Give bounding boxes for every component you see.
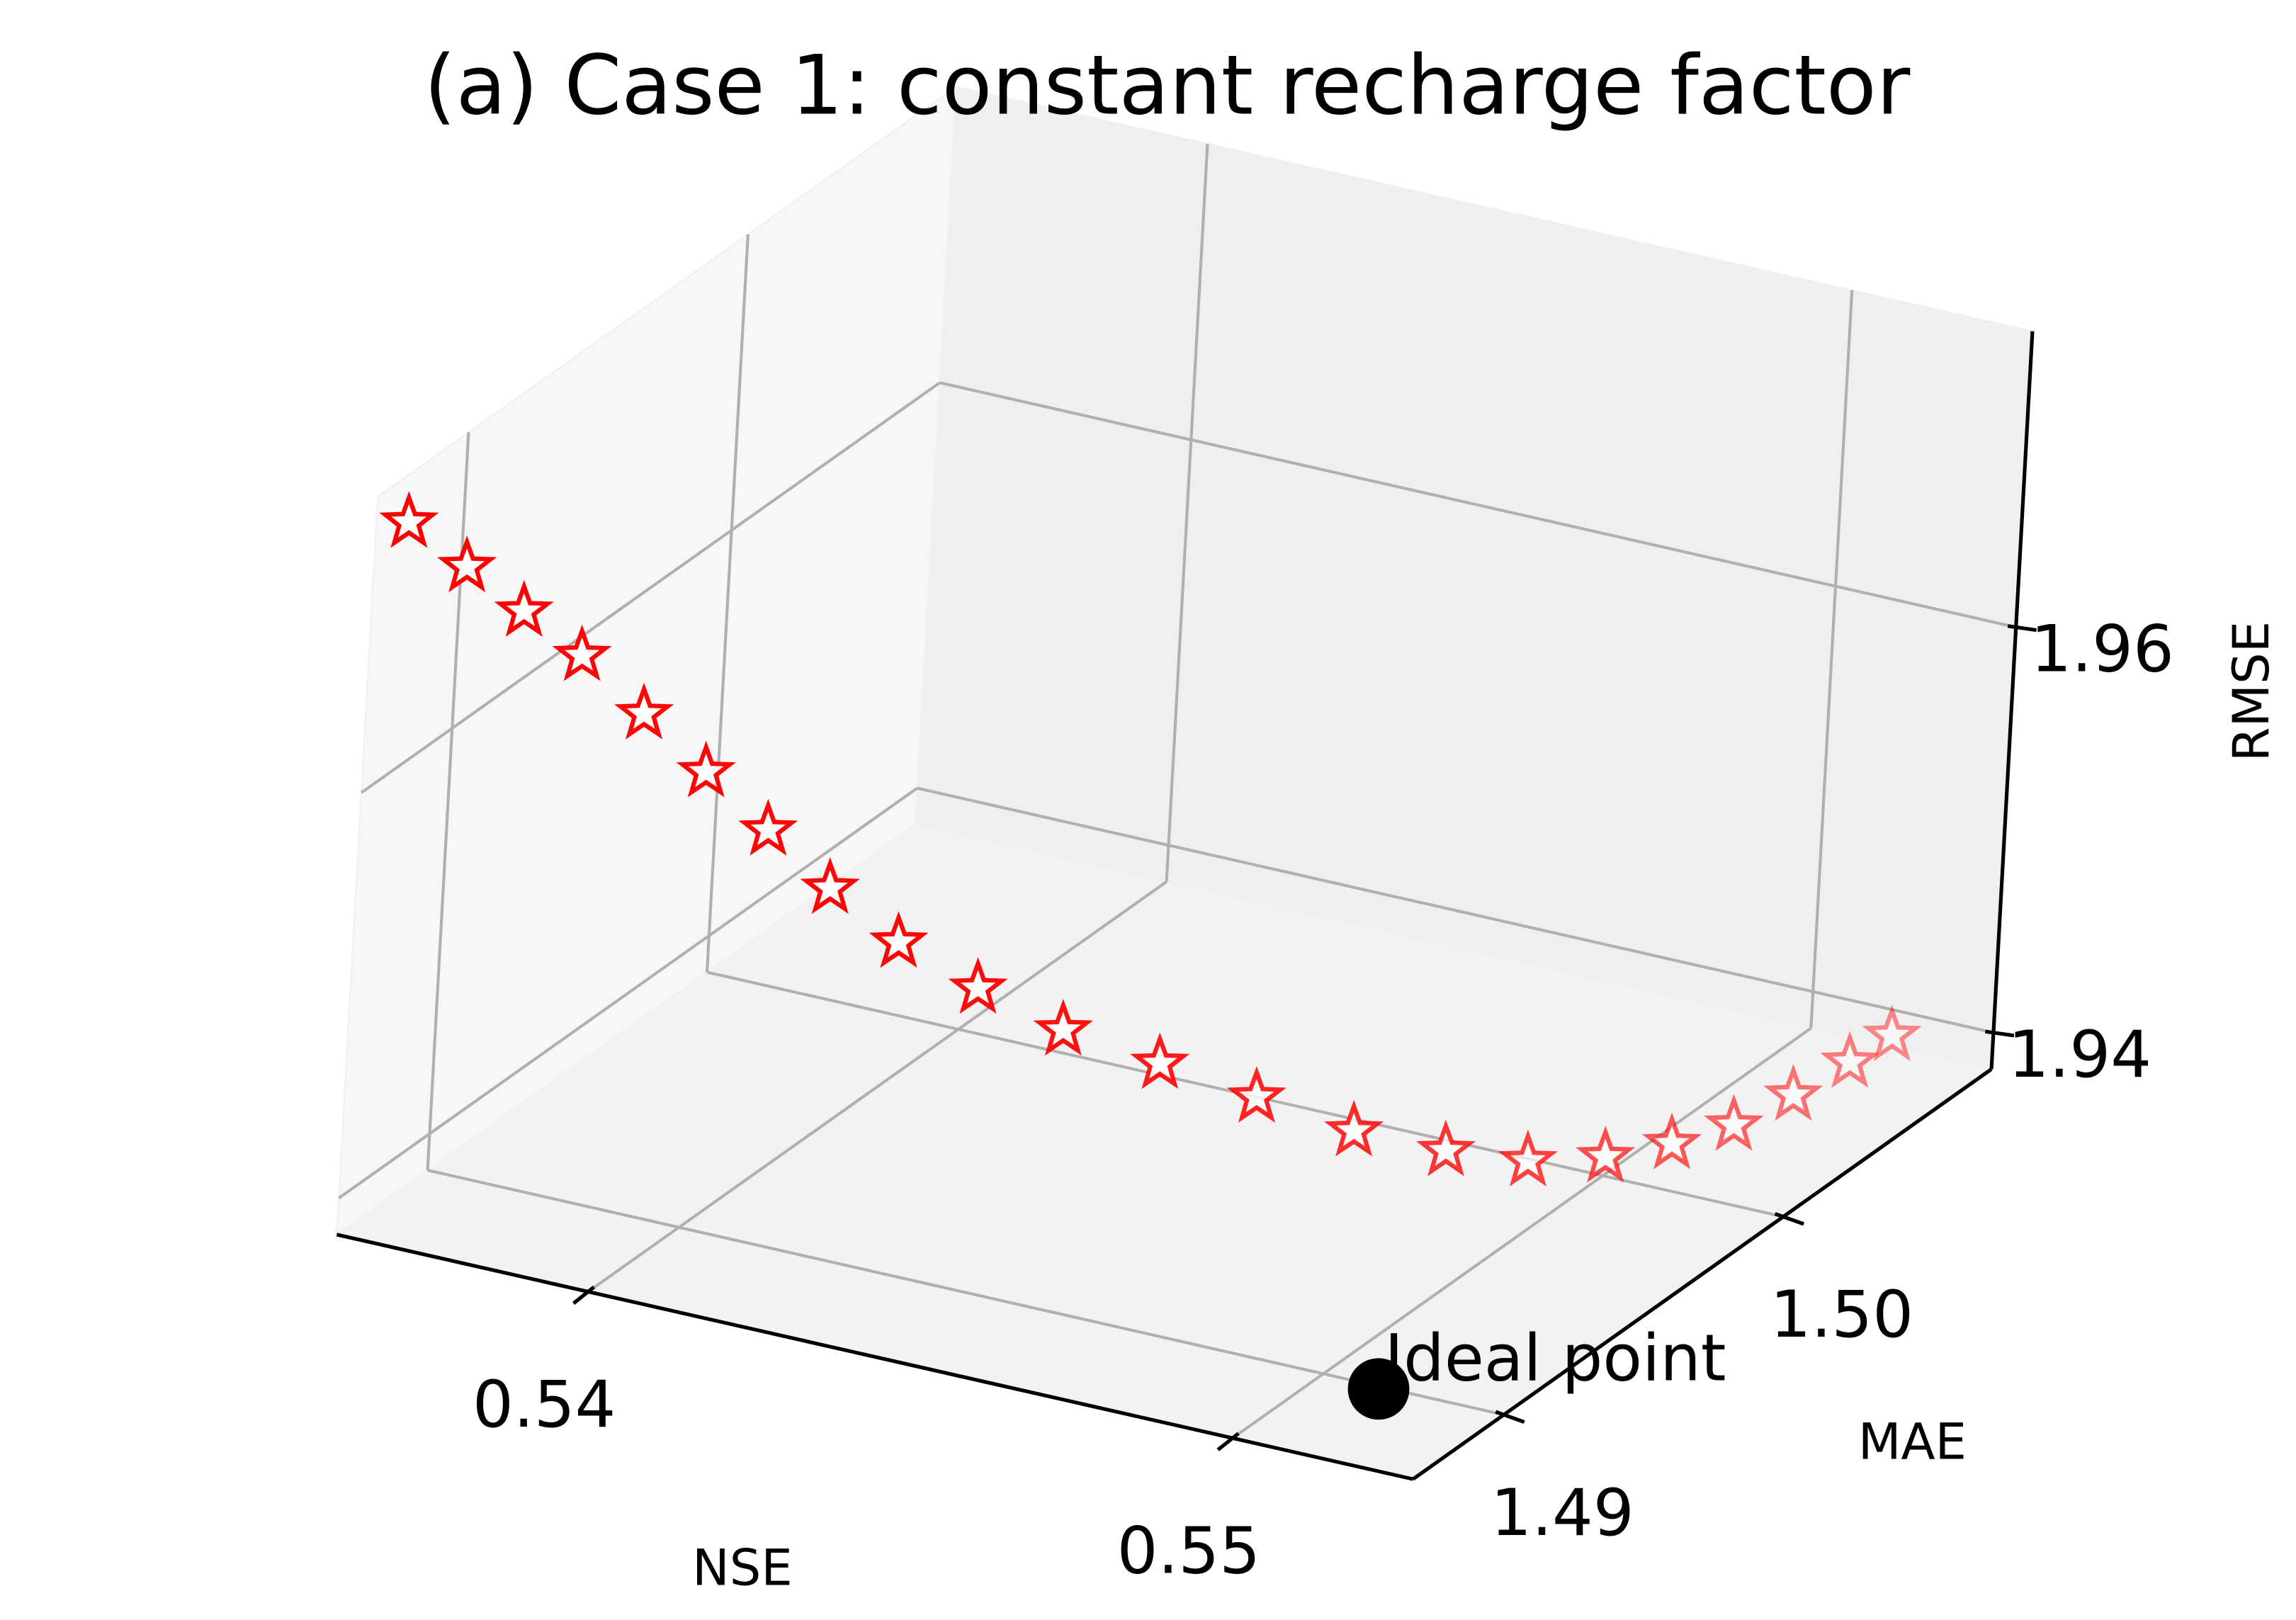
- star-marker: [614, 682, 674, 740]
- y-tick-label: 1.49: [1491, 1476, 1634, 1551]
- star-marker: [800, 857, 860, 914]
- star-marker: [1324, 1099, 1384, 1157]
- y-axis-label: MAE: [1858, 1413, 1967, 1471]
- star-marker: [1130, 1032, 1190, 1089]
- z-tick-label: 1.94: [2008, 1018, 2151, 1092]
- grid-line: [917, 786, 1994, 1034]
- tick-mark: [1216, 1432, 1240, 1451]
- star-marker: [1498, 1129, 1559, 1186]
- grid-line: [1231, 1026, 1812, 1439]
- ideal-point-label: Ideal point: [1384, 1321, 1726, 1395]
- y-tick-label: 1.50: [1770, 1278, 1913, 1352]
- star-marker: [1704, 1094, 1764, 1151]
- star-marker: [1862, 1004, 1922, 1062]
- tick-mark: [1774, 1212, 1805, 1226]
- star-marker: [552, 624, 612, 681]
- tick-mark: [1495, 1410, 1525, 1424]
- grid-line: [338, 786, 918, 1200]
- grid-line: [1809, 290, 1854, 1029]
- tick-mark: [1984, 1029, 2015, 1038]
- tick-mark: [572, 1285, 596, 1305]
- star-marker: [1641, 1112, 1702, 1169]
- star-marker: [1763, 1064, 1823, 1121]
- z-tick-label: 1.96: [2030, 613, 2173, 687]
- x-tick-label: 0.55: [1117, 1514, 1260, 1588]
- x-axis-label: NSE: [692, 1539, 793, 1597]
- x-tick-label: 0.54: [473, 1368, 616, 1442]
- z-axis-line: [1989, 331, 2035, 1070]
- star-marker: [494, 579, 554, 637]
- ideal-point: [1347, 1358, 1410, 1420]
- tick-mark: [2007, 624, 2037, 633]
- star-marker: [1576, 1126, 1636, 1183]
- chart-title: (a) Case 1: constant recharge factor: [424, 38, 1910, 133]
- panes: [334, 85, 2037, 1481]
- z-axis-label: RMSE: [2222, 621, 2280, 761]
- y-axis-line: [1412, 1067, 1993, 1481]
- star-marker: [437, 535, 497, 593]
- star-marker: [1820, 1031, 1880, 1088]
- star-marker: [379, 491, 439, 548]
- star-marker: [1226, 1066, 1286, 1123]
- grid-line: [427, 1169, 1505, 1417]
- grid-line: [939, 381, 2017, 629]
- star-marker: [869, 911, 929, 968]
- grid-line: [360, 381, 941, 794]
- star-marker: [948, 957, 1008, 1014]
- star-marker: [1415, 1119, 1476, 1177]
- grid-line: [587, 880, 1167, 1293]
- star-marker: [1033, 999, 1093, 1056]
- star-marker: [676, 740, 736, 798]
- grid-line: [1165, 143, 1209, 882]
- grid-line: [705, 234, 750, 973]
- star-marker: [738, 798, 798, 856]
